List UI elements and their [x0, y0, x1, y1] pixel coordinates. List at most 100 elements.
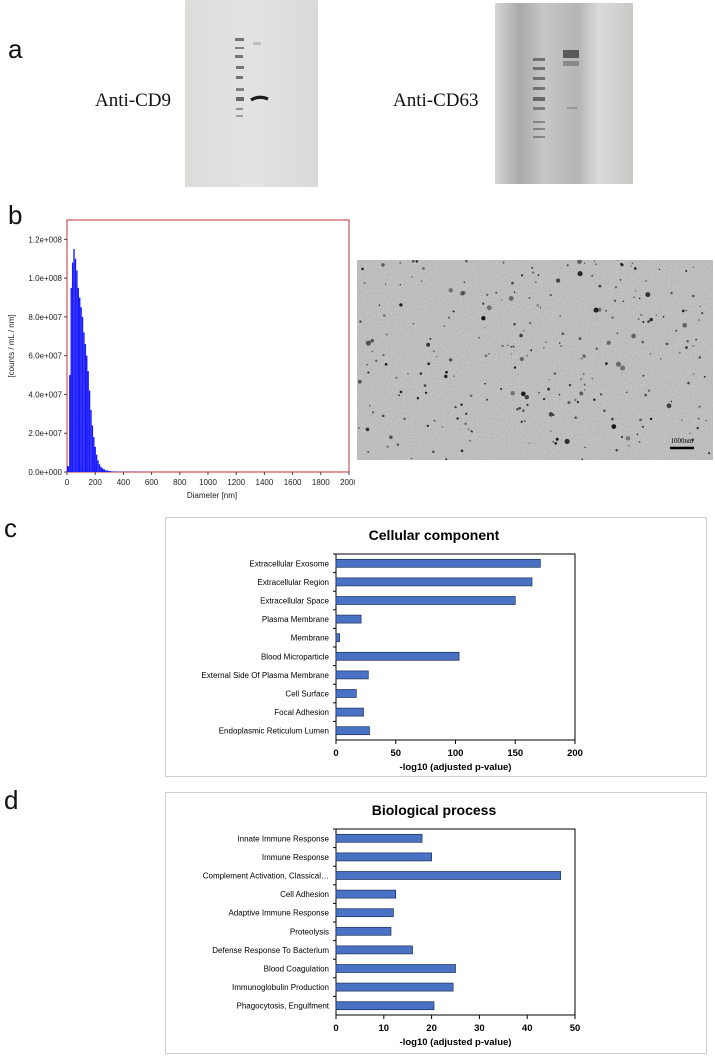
tem-particle [529, 322, 531, 324]
nta-histogram-bar [75, 259, 76, 472]
biological-process-category-label: Proteolysis [290, 927, 329, 936]
cellular-component-bar [336, 690, 356, 698]
tem-particle [574, 416, 577, 419]
tem-particle [532, 272, 534, 274]
tem-particle [424, 384, 427, 387]
nta-histogram-bar [85, 344, 86, 472]
cellular-component-bar [336, 559, 540, 567]
tem-particle [642, 321, 644, 323]
tem-particle [548, 379, 549, 380]
tem-particle [640, 314, 641, 315]
tem-particle [465, 413, 467, 415]
cellular-component-category-label: Extracellular Exosome [249, 559, 329, 568]
biological-process-x-tick-label: 50 [570, 1023, 581, 1034]
tem-particle [584, 447, 585, 448]
cellular-component-bar [336, 615, 361, 623]
tem-particle [689, 433, 690, 434]
tem-particle [605, 362, 608, 365]
tem-particle [577, 401, 579, 403]
nta-x-tick-label: 400 [117, 478, 131, 487]
biological-process-bar [336, 927, 391, 935]
nta-x-tick-label: 800 [173, 478, 187, 487]
panel-letter-c: c [4, 513, 17, 544]
tem-particle [453, 375, 454, 376]
tem-particle [519, 334, 523, 338]
biological-process-title: Biological process [372, 802, 497, 818]
tem-particle [685, 346, 688, 349]
tem-particle [543, 347, 544, 348]
tem-particle [647, 320, 650, 323]
tem-particle [448, 316, 450, 318]
cellular-component-x-tick-label: 50 [390, 748, 401, 759]
tem-particle [611, 424, 616, 429]
tem-particle [369, 405, 370, 406]
tem-particle [427, 425, 429, 427]
ladder-bands-cd9 [235, 38, 244, 117]
tem-particle [399, 303, 402, 306]
tem-particle [367, 371, 369, 373]
tem-particle [580, 378, 582, 380]
cellular-component-category-label: Extracellular Space [260, 597, 329, 606]
nta-histogram-bar [76, 270, 77, 472]
tem-particle [626, 436, 630, 440]
tem-particle [444, 375, 447, 378]
tem-particle [550, 294, 552, 296]
tem-particle [486, 294, 488, 296]
western-blot-cd9-bands [185, 0, 318, 187]
tem-particle [470, 430, 472, 432]
cellular-component-bar [336, 727, 369, 735]
tem-particle [509, 296, 514, 301]
western-blot-cd63 [495, 3, 633, 184]
cd9-band [251, 97, 268, 100]
nta-histogram-bar [89, 391, 90, 472]
tem-particle [591, 378, 593, 380]
cellular-component-title: Cellular component [369, 527, 500, 543]
tem-particle [501, 299, 502, 300]
tem-particle [516, 408, 518, 410]
tem-particle [361, 268, 364, 271]
nta-x-tick-label: 600 [145, 478, 159, 487]
tem-particle [659, 269, 660, 270]
nta-y-tick-label: 4.0e+007 [28, 390, 62, 399]
tem-particle [611, 316, 613, 318]
anti-cd63-label: Anti-CD63 [393, 90, 479, 112]
tem-particle [699, 356, 702, 359]
biological-process-x-tick-label: 40 [522, 1023, 533, 1034]
tem-particle [460, 404, 462, 406]
biological-process-category-label: Immune Response [262, 853, 330, 862]
biological-process-category-label: Innate Immune Response [237, 834, 329, 843]
tem-particle [526, 355, 528, 357]
tem-particle [699, 306, 701, 308]
biological-process-category-label: Phagocytosis, Engulfment [237, 1002, 330, 1011]
nta-histogram-bar [83, 332, 84, 472]
tem-particle [626, 392, 627, 393]
tem-particle [641, 341, 644, 344]
tem-particle [462, 291, 465, 294]
tem-particle [526, 404, 528, 406]
tem-particle [484, 383, 486, 385]
tem-particle [584, 389, 585, 390]
tem-particle [581, 458, 583, 460]
tem-particle [667, 403, 672, 408]
tem-particle [675, 330, 677, 332]
tem-particle [381, 263, 384, 266]
tem-particle [524, 420, 526, 422]
tem-particle [386, 333, 388, 335]
tem-particle [531, 267, 533, 269]
tem-particle [530, 349, 532, 351]
tem-particle [482, 303, 484, 305]
tem-particle [692, 345, 694, 347]
tem-particle [403, 418, 405, 420]
tem-particle [513, 323, 515, 325]
tem-particle [708, 452, 710, 454]
tem-particle [525, 395, 529, 399]
tem-particle [464, 423, 466, 425]
nta-plot-frame [67, 220, 349, 472]
nta-histogram-bar [92, 425, 93, 472]
tem-particle [359, 320, 361, 322]
tem-particle [383, 314, 386, 317]
tem-particle [449, 358, 452, 361]
cellular-component-category-label: Extracellular Region [257, 578, 329, 587]
tem-particle [639, 441, 641, 443]
cellular-component-category-label: Membrane [291, 634, 330, 643]
